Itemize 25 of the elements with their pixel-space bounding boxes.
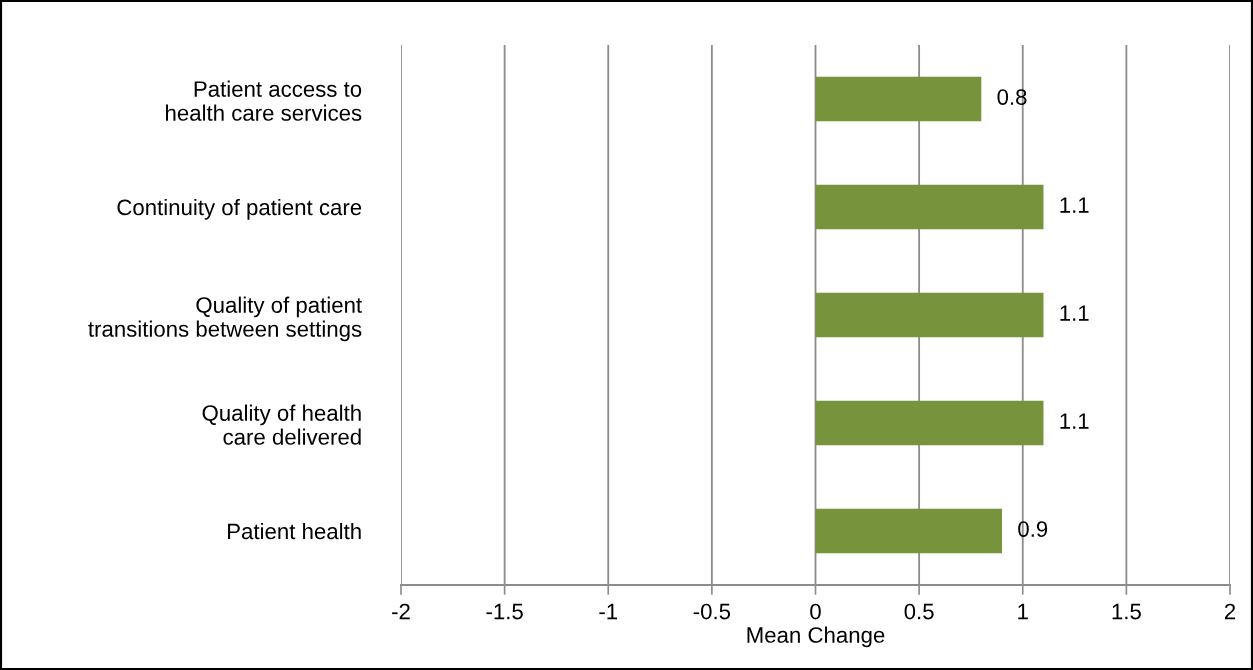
x-tick-label: 1 xyxy=(1018,603,1028,620)
x-tick-label: -0.5 xyxy=(693,603,731,620)
x-axis-title: Mean Change xyxy=(747,626,885,648)
data-label: 1.1 xyxy=(1060,197,1089,213)
x-tick-label: 0.5 xyxy=(904,603,934,620)
x-tick-label: -2 xyxy=(392,603,410,620)
bar xyxy=(815,76,982,122)
x-tick-label: 2 xyxy=(1224,603,1236,620)
data-label: 0.8 xyxy=(997,89,1027,105)
y-tick-label: Patient access to health care services xyxy=(166,80,362,121)
y-tick-label: Quality of patient transitions between settings xyxy=(88,296,362,342)
y-tick-label: Patient health xyxy=(228,522,361,540)
x-tick-label: -1 xyxy=(599,603,618,620)
bar xyxy=(815,184,1044,230)
data-label: 1.1 xyxy=(1060,413,1089,429)
bar xyxy=(815,292,1044,338)
bar xyxy=(815,508,1003,554)
data-label: 0.9 xyxy=(1018,521,1048,537)
x-tick-label: 0 xyxy=(810,603,821,620)
y-tick-label: Quality of health care delivered xyxy=(202,404,361,445)
x-tick-label: 1.5 xyxy=(1112,603,1141,620)
bar xyxy=(815,400,1044,446)
x-tick-label: -1.5 xyxy=(486,603,523,620)
y-tick-label: Continuity of patient care xyxy=(117,198,362,220)
data-label: 1.1 xyxy=(1060,305,1089,321)
